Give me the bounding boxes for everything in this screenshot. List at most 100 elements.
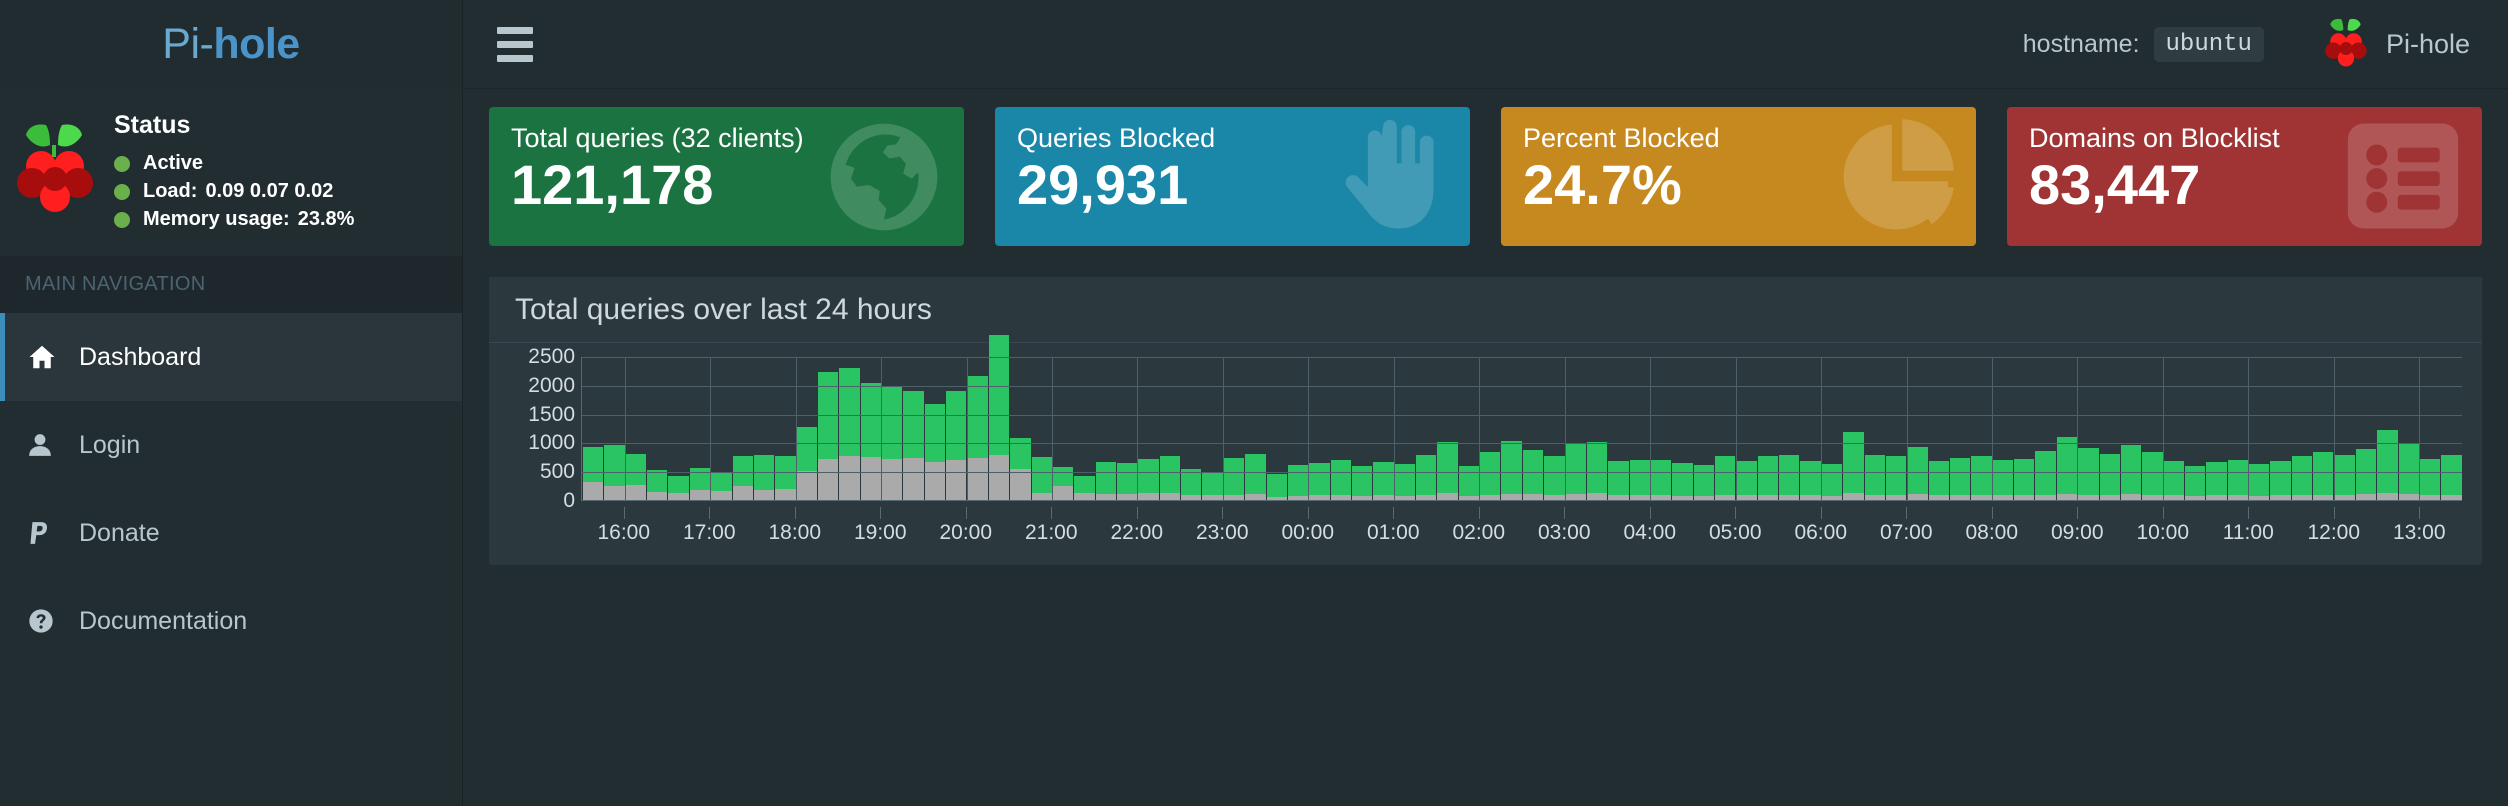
chart-bar[interactable] [860,383,882,500]
chart-bar[interactable] [1907,447,1928,500]
chart-bar[interactable] [1480,452,1501,500]
chart-bar[interactable] [1757,455,1779,500]
chart-bar[interactable] [1052,467,1074,500]
chart-bar[interactable] [1843,432,1864,500]
chart-bar[interactable] [1116,462,1138,500]
chart-bar[interactable] [1373,462,1394,500]
chart-bar[interactable] [2163,460,2184,500]
chart-bar[interactable] [1715,455,1736,500]
chart-bar[interactable] [796,427,817,500]
chart-bar[interactable] [1266,473,1287,500]
chart-bar[interactable] [604,445,625,500]
chart-bar[interactable] [2334,454,2355,500]
chart-bar[interactable] [1095,462,1116,500]
chart-bar[interactable] [946,391,967,500]
chart-bar[interactable] [817,371,839,500]
chart-bar[interactable] [1437,442,1458,500]
chart-bar[interactable] [583,447,604,500]
queries-bar-chart[interactable]: 0 500 1000 1500 2000 2500 16:00 17:00 18:00 19:0… [489,335,2466,565]
chart-bar[interactable] [2419,458,2441,500]
chart-bar[interactable] [2398,444,2419,500]
chart-bar[interactable] [2120,444,2142,500]
chart-bar[interactable] [1223,457,1245,500]
chart-bar[interactable] [775,455,796,500]
chart-bar[interactable] [1736,460,1757,500]
chart-bar[interactable] [2035,451,2056,500]
chart-bar[interactable] [1416,454,1437,500]
stat-card-total-queries[interactable]: Total queries (32 clients) 121,178 [489,107,964,246]
chart-bar[interactable] [903,390,924,500]
chart-bar[interactable] [1565,444,1586,500]
chart-bar[interactable] [1501,440,1522,500]
chart-bar[interactable] [1928,460,1949,500]
chart-bar[interactable] [988,335,1010,500]
sidebar-item-login[interactable]: Login [0,401,462,489]
chart-bar[interactable] [2249,463,2270,500]
chart-bar[interactable] [753,455,775,500]
chart-bar[interactable] [732,455,753,500]
chart-bar[interactable] [1159,455,1181,500]
chart-bar[interactable] [967,375,988,500]
chart-bar[interactable] [2056,437,2078,500]
chart-bar[interactable] [2206,462,2227,500]
chart-bar[interactable] [711,472,732,500]
chart-bar[interactable] [2227,459,2249,500]
chart-bar[interactable] [2184,466,2206,500]
chart-bar[interactable] [1351,466,1373,500]
hamburger-icon[interactable] [489,19,541,70]
sidebar-item-documentation[interactable]: Documentation [0,577,462,665]
chart-bar[interactable] [1650,460,1672,500]
chart-bar[interactable] [2377,430,2398,500]
chart-bar[interactable] [1394,463,1416,500]
chart-bar[interactable] [2355,448,2377,500]
chart-bar[interactable] [882,387,903,500]
chart-bar[interactable] [1950,457,1971,500]
chart-bar[interactable] [1885,456,1907,500]
chart-bar[interactable] [2441,454,2462,500]
chart-bar[interactable] [1181,468,1202,500]
chart-bar[interactable] [2291,455,2313,500]
chart-bar[interactable] [1309,463,1330,500]
chart-bar[interactable] [689,468,711,500]
chart-bar[interactable] [1971,455,1992,500]
sidebar-item-donate[interactable]: Donate [0,489,462,577]
chart-bar[interactable] [1287,465,1309,500]
chart-bar[interactable] [1138,459,1159,500]
chart-bar[interactable] [1864,454,1885,500]
chart-bar[interactable] [1202,472,1223,500]
chart-bar[interactable] [1693,465,1715,500]
chart-bar[interactable] [1800,460,1821,500]
chart-bar[interactable] [2099,453,2120,500]
chart-bar[interactable] [1245,453,1266,500]
chart-bar[interactable] [668,476,689,500]
chart-bar[interactable] [1821,463,1843,500]
chart-bar[interactable] [2142,452,2163,500]
sidebar-item-dashboard[interactable]: Dashboard [0,313,462,401]
sidebar-brand[interactable]: Pi-hole [0,0,462,89]
chart-bar[interactable] [1522,449,1544,500]
stat-card-domains-blocklist[interactable]: Domains on Blocklist 83,447 [2007,107,2482,246]
chart-bar[interactable] [1010,438,1031,500]
chart-bar[interactable] [1992,459,2014,500]
chart-bar[interactable] [1031,457,1052,500]
chart-bar[interactable] [1586,441,1608,500]
topbar-brand[interactable]: Pi-hole [2324,17,2470,72]
chart-bar[interactable] [2313,452,2334,500]
chart-bar[interactable] [1779,454,1800,500]
chart-bar[interactable] [1608,460,1629,500]
chart-bar[interactable] [839,368,860,500]
chart-bar[interactable] [1629,459,1650,500]
stat-card-queries-blocked[interactable]: Queries Blocked 29,931 [995,107,1470,246]
chart-bar[interactable] [647,470,668,500]
chart-bar[interactable] [1458,466,1480,500]
stat-card-percent-blocked[interactable]: Percent Blocked 24.7% [1501,107,1976,246]
chart-bar[interactable] [2270,460,2291,500]
chart-bar[interactable] [924,403,946,500]
chart-bar[interactable] [625,453,647,500]
chart-bar[interactable] [1074,476,1095,500]
chart-bar[interactable] [2078,447,2099,500]
chart-bar[interactable] [1330,460,1351,500]
chart-bar[interactable] [2014,458,2035,500]
chart-bar[interactable] [1672,462,1693,500]
chart-bar[interactable] [1544,456,1565,500]
